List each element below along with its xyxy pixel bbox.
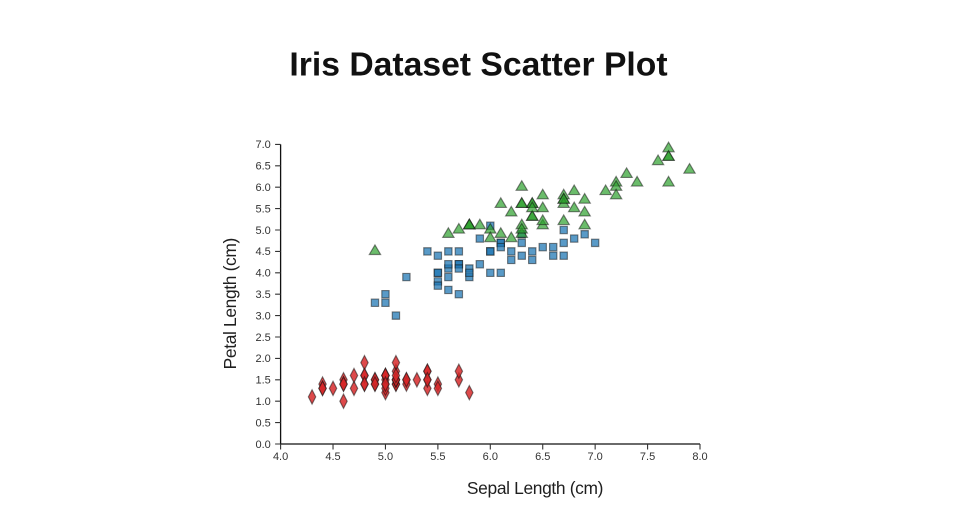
svg-text:7.0: 7.0	[256, 139, 271, 151]
svg-text:1.0: 1.0	[256, 396, 271, 408]
svg-text:6.5: 6.5	[535, 451, 550, 463]
svg-text:7.0: 7.0	[588, 451, 603, 463]
svg-text:5.5: 5.5	[430, 451, 445, 463]
svg-text:5.0: 5.0	[378, 451, 393, 463]
svg-text:Petal Length (cm): Petal Length (cm)	[220, 238, 240, 369]
svg-text:4.0: 4.0	[256, 268, 271, 280]
svg-text:6.0: 6.0	[483, 451, 498, 463]
svg-text:5.5: 5.5	[256, 203, 271, 215]
svg-text:0.5: 0.5	[256, 417, 271, 429]
svg-text:4.0: 4.0	[273, 451, 288, 463]
svg-text:6.0: 6.0	[256, 182, 271, 194]
svg-text:8.0: 8.0	[692, 451, 707, 463]
svg-text:Iris Dataset Scatter Plot: Iris Dataset Scatter Plot	[289, 46, 667, 84]
svg-text:Sepal Length (cm): Sepal Length (cm)	[467, 478, 603, 498]
svg-text:4.5: 4.5	[325, 451, 340, 463]
svg-text:7.5: 7.5	[640, 451, 655, 463]
svg-text:5.0: 5.0	[256, 225, 271, 237]
svg-text:2.0: 2.0	[256, 353, 271, 365]
svg-text:3.0: 3.0	[256, 310, 271, 322]
svg-text:1.5: 1.5	[256, 375, 271, 387]
svg-text:0.0: 0.0	[256, 439, 271, 451]
svg-text:6.5: 6.5	[256, 161, 271, 173]
svg-text:2.5: 2.5	[256, 332, 271, 344]
svg-text:4.5: 4.5	[256, 246, 271, 258]
svg-text:3.5: 3.5	[256, 289, 271, 301]
